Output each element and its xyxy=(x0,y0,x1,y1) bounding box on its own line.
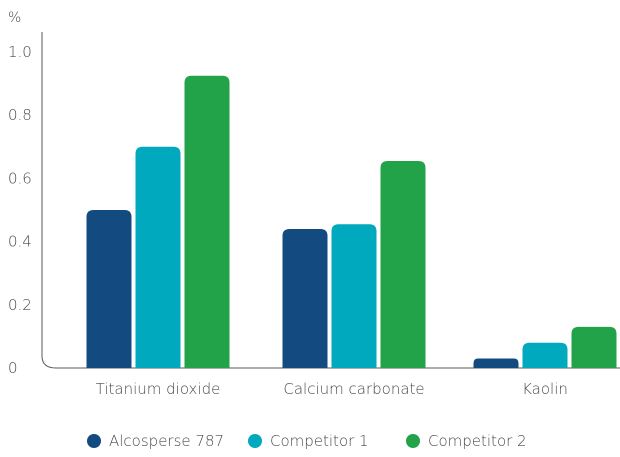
legend-swatch xyxy=(87,434,101,448)
axes: % xyxy=(8,10,620,369)
y-axis-line xyxy=(41,32,620,369)
legend-label: Alcosperse 787 xyxy=(109,432,224,450)
bar-calcium-carbonate-competitor-2 xyxy=(380,161,426,368)
y-tick-label: 0.2 xyxy=(8,296,32,314)
category-label: Titanium dioxide xyxy=(96,380,221,398)
legend: Alcosperse 787 Competitor 1 Competitor 2 xyxy=(87,432,527,450)
y-tick-label: 0 xyxy=(8,359,18,377)
bar-kaolin-competitor-1 xyxy=(522,342,568,368)
y-unit-label: % xyxy=(8,10,21,26)
legend-swatch xyxy=(248,434,262,448)
bar-calcium-carbonate-alcosperse-787 xyxy=(282,228,328,368)
bar-titanium-dioxide-alcosperse-787 xyxy=(86,210,132,368)
bar-kaolin-alcosperse-787 xyxy=(473,358,519,368)
y-tick-label: 0.8 xyxy=(8,106,32,124)
bar-titanium-dioxide-competitor-1 xyxy=(135,146,181,368)
bar-kaolin-competitor-2 xyxy=(571,326,617,368)
bar-calcium-carbonate-competitor-1 xyxy=(331,224,377,368)
legend-label: Competitor 1 xyxy=(270,432,369,450)
y-tick-label: 0.6 xyxy=(8,169,32,187)
legend-label: Competitor 2 xyxy=(428,432,527,450)
y-tick-labels: 0 0.2 0.4 0.6 0.8 1.0 xyxy=(8,43,32,377)
legend-swatch xyxy=(406,434,420,448)
category-label: Kaolin xyxy=(522,380,568,398)
legend-item: Competitor 2 xyxy=(406,432,527,450)
category-labels: Titanium dioxide Calcium carbonate Kaolin xyxy=(96,380,568,398)
category-label: Calcium carbonate xyxy=(283,380,424,398)
legend-item: Alcosperse 787 xyxy=(87,432,224,450)
y-tick-label: 0.4 xyxy=(8,233,32,251)
bars xyxy=(86,75,617,368)
bar-titanium-dioxide-competitor-2 xyxy=(184,75,230,368)
y-tick-label: 1.0 xyxy=(8,43,32,61)
legend-item: Competitor 1 xyxy=(248,432,369,450)
